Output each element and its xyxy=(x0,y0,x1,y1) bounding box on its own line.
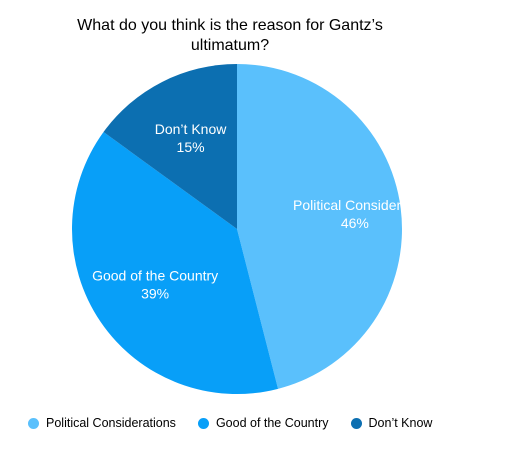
legend-label-3: Don’t Know xyxy=(368,416,433,430)
slice-label-3: Don’t Know xyxy=(155,121,227,137)
legend-item-3: Don’t Know xyxy=(350,416,433,430)
legend-swatch-1 xyxy=(28,417,39,429)
legend-swatch-3 xyxy=(350,417,362,429)
slice-percent-2: 39% xyxy=(141,286,169,302)
slice-percent-1: 46% xyxy=(341,215,369,231)
chart-title-line-1: What do you think is the reason for Gant… xyxy=(77,17,383,34)
pie-slice-1 xyxy=(237,64,403,389)
legend-label-1: Political Considerations xyxy=(46,416,176,430)
pie-slice-3 xyxy=(103,64,237,229)
legend-item-1: Political Considerations xyxy=(28,416,176,430)
pie-slice-2 xyxy=(71,132,279,394)
legend: Political Considerations Good of the Coun… xyxy=(28,416,432,430)
chart-title-line-2: ultimatum? xyxy=(190,37,270,54)
legend-item-2: Good of the Country xyxy=(197,416,329,430)
slice-percent-3: 15% xyxy=(177,139,205,155)
slice-label-1: Political Consideratı xyxy=(293,197,417,213)
chart-title: What do you think is the reason for Gant… xyxy=(40,16,420,56)
pie-slices xyxy=(71,64,403,394)
legend-swatch-2 xyxy=(197,417,209,429)
pie-labels: Political Consideratı 46% Good of the Coun… xyxy=(92,121,417,302)
slice-label-2: Good of the Country xyxy=(92,268,218,284)
legend-label-2: Good of the Country xyxy=(215,416,329,430)
